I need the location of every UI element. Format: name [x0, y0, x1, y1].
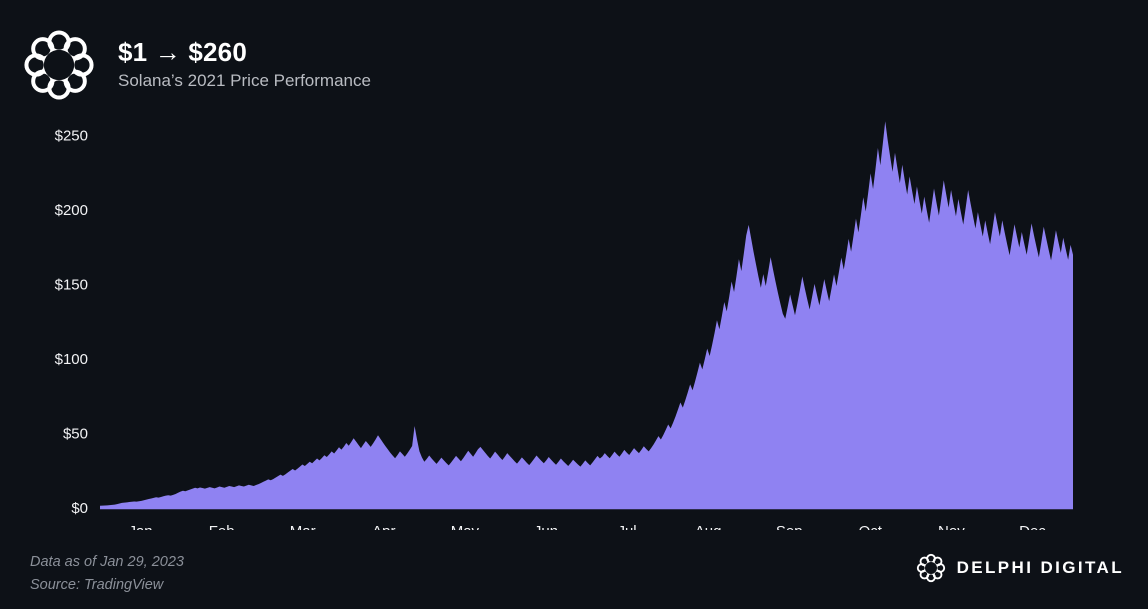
- x-axis-tick-jan: Jan: [128, 523, 152, 530]
- footer-source-note: Data as of Jan 29, 2023 Source: TradingV…: [30, 552, 184, 596]
- y-axis-tick-4: $200: [55, 202, 88, 219]
- x-axis-tick-oct: Oct: [859, 523, 883, 530]
- y-axis-tick-3: $150: [55, 277, 88, 294]
- x-axis-tick-jun: Jun: [534, 523, 558, 530]
- delphi-knot-logo-icon: [22, 28, 96, 102]
- price-area-chart: $0 $50 $100 $150 $200 $250 Jan Feb Mar Apr May Jun…: [0, 110, 1148, 530]
- footer-brand: DELPHI DIGITAL: [916, 553, 1124, 583]
- x-axis-tick-mar: Mar: [290, 523, 316, 530]
- x-axis-tick-labels: Jan Feb Mar Apr May Jun Jul Aug Sep Oct Nov Dec: [128, 523, 1046, 530]
- x-axis-tick-feb: Feb: [209, 523, 235, 530]
- delphi-digital-wordmark: DELPHI DIGITAL: [956, 558, 1124, 577]
- data-as-of-label: Data as of Jan 29, 2023: [30, 554, 184, 570]
- header-text-block: $1 → $260 Solana’s 2021 Price Performanc…: [118, 37, 371, 91]
- page-subtitle: Solana’s 2021 Price Performance: [118, 71, 371, 91]
- chart-svg: $0 $50 $100 $150 $200 $250 Jan Feb Mar Apr May Jun…: [55, 121, 1073, 530]
- x-axis-tick-nov: Nov: [938, 523, 965, 530]
- price-area-fill: [100, 121, 1073, 508]
- source-label: Source: TradingView: [30, 577, 164, 594]
- header: $1 → $260 Solana’s 2021 Price Performanc…: [22, 28, 371, 102]
- x-axis-tick-dec: Dec: [1019, 523, 1046, 530]
- y-axis-tick-1: $50: [63, 426, 88, 443]
- y-axis-tick-0: $0: [71, 500, 88, 517]
- y-axis-tick-2: $100: [55, 351, 88, 368]
- x-axis-tick-apr: Apr: [372, 523, 395, 530]
- x-axis-tick-sep: Sep: [776, 523, 803, 530]
- y-axis-tick-labels: $0 $50 $100 $150 $200 $250: [55, 128, 88, 518]
- y-axis-tick-5: $250: [55, 128, 88, 145]
- x-axis-tick-jul: Jul: [617, 523, 636, 530]
- delphi-knot-logo-icon: [916, 553, 946, 583]
- x-axis-tick-aug: Aug: [695, 523, 722, 530]
- page-title: $1 → $260: [118, 37, 248, 68]
- x-axis-tick-may: May: [451, 523, 480, 530]
